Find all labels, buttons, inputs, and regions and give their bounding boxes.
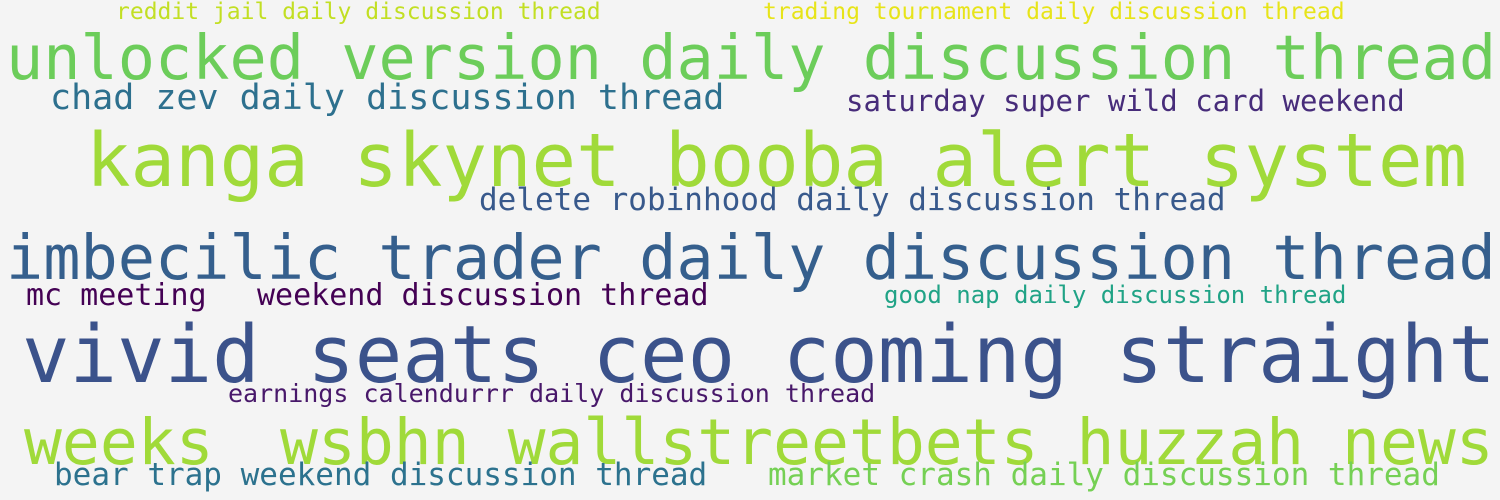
word-imbecilic-trader: imbecilic trader daily discussion thread (6, 222, 1496, 294)
word-weekend-discussion: weekend discussion thread (257, 278, 709, 313)
word-good-nap: good nap daily discussion thread (884, 281, 1347, 309)
word-bear-trap: bear trap weekend discussion thread (54, 457, 708, 493)
word-weeks: weeks (24, 406, 214, 479)
word-unlocked-version: unlocked version daily discussion thread (6, 22, 1497, 94)
word-kanga-skynet: kanga skynet booba alert system (86, 118, 1468, 204)
word-chad-zev: chad zev daily discussion thread (50, 78, 725, 118)
word-mc-meeting: mc meeting (26, 278, 207, 313)
word-vivid-seats: vivid seats ceo coming straight (22, 309, 1496, 401)
word-reddit-jail: reddit jail daily discussion thread (116, 0, 601, 25)
word-saturday-wild-card: saturday super wild card weekend (846, 84, 1405, 118)
word-delete-robinhood: delete robinhood daily discussion thread (479, 182, 1226, 218)
word-trading-tournament: trading tournament daily discussion thre… (763, 0, 1345, 25)
word-wsbhn: wsbhn wallstreetbets huzzah news (280, 406, 1494, 479)
word-market-crash: market crash daily discussion thread (768, 457, 1440, 493)
word-earnings-calendurrr: earnings calendurrr daily discussion thr… (228, 379, 876, 408)
